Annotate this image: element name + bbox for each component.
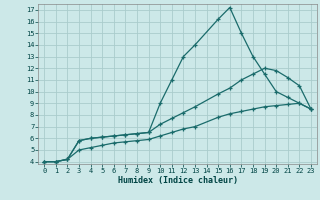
X-axis label: Humidex (Indice chaleur): Humidex (Indice chaleur) <box>118 176 238 185</box>
